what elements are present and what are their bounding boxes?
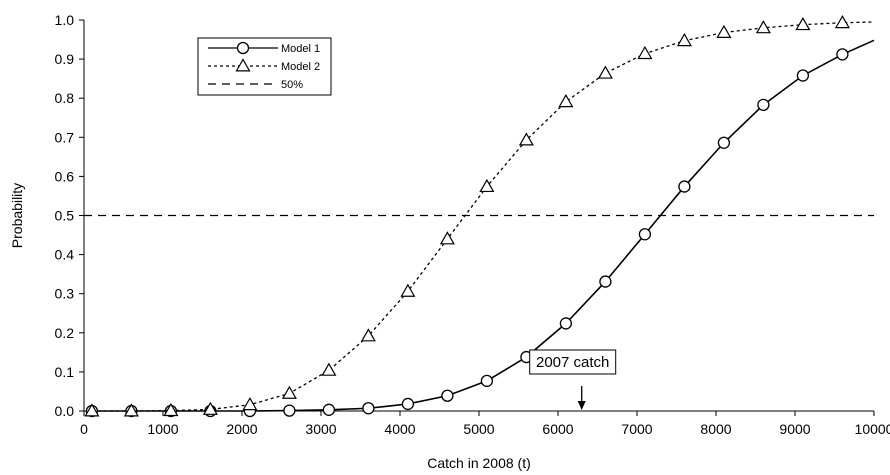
series-2-point xyxy=(597,65,613,79)
series-1-point xyxy=(559,317,573,330)
legend-label-2: Model 2 xyxy=(281,61,320,73)
series-1-point xyxy=(401,397,415,411)
series-2-point xyxy=(321,362,337,376)
x-tick-label: 8000 xyxy=(700,421,731,437)
x-tick-label: 2000 xyxy=(226,421,257,437)
y-tick-label: 0.0 xyxy=(55,403,75,419)
y-axis-label: Probability xyxy=(9,183,25,248)
y-tick-label: 0.7 xyxy=(55,129,75,145)
x-tick-label: 1000 xyxy=(147,421,178,437)
y-tick-label: 0.6 xyxy=(55,168,75,184)
series-1-point xyxy=(757,98,770,111)
series-2-point xyxy=(755,20,771,34)
y-tick-label: 0.1 xyxy=(55,364,75,380)
series-1-point xyxy=(362,402,375,415)
series-layer xyxy=(84,15,875,418)
axes: 0.0 0.1 0.2 0.3 0.4 0.5 0.6 0.7 0.8 0.9 1.0 0 1000 20… xyxy=(55,12,890,437)
series-1-point xyxy=(480,374,494,388)
series-2-point xyxy=(637,45,653,60)
x-axis-label: Catch in 2008 (t) xyxy=(427,455,531,471)
x-tick-label: 4000 xyxy=(384,421,415,437)
series-1-point xyxy=(717,136,731,149)
series-1-point xyxy=(638,228,652,241)
x-tick-label: 6000 xyxy=(542,421,573,437)
series-1-point xyxy=(796,69,810,82)
series-2-point xyxy=(834,15,850,29)
series-2-point xyxy=(518,132,534,146)
annotation-arrowhead xyxy=(577,401,586,410)
series-2-point xyxy=(716,24,732,38)
series-2-point xyxy=(676,33,692,47)
legend-marker-1 xyxy=(236,41,250,55)
series-1-point xyxy=(678,180,691,193)
series-1-point xyxy=(322,403,336,416)
legend-label-1: Model 1 xyxy=(281,43,320,55)
y-tick-label: 0.4 xyxy=(55,247,75,263)
series-2-point xyxy=(163,402,179,417)
series-2-point xyxy=(479,178,495,193)
series-2-point xyxy=(281,385,297,399)
series-2-point xyxy=(795,16,811,31)
series-2-point xyxy=(202,401,218,415)
y-tick-label: 1.0 xyxy=(55,12,75,28)
series-2-point xyxy=(123,403,139,417)
x-tick-label: 9000 xyxy=(779,421,810,437)
x-tick-label: 3000 xyxy=(305,421,336,437)
y-tick-label: 0.8 xyxy=(55,90,75,106)
series-1-point xyxy=(441,389,454,402)
legend: Model 1 Model 2 50% xyxy=(197,37,332,96)
legend-label-3: 50% xyxy=(281,79,303,91)
y-tick-label: 0.5 xyxy=(55,208,75,224)
x-tick-label: 7000 xyxy=(621,421,652,437)
annotation-2007-catch: 2007 catch xyxy=(536,354,609,371)
series-1-point xyxy=(283,404,296,417)
series-line-1 xyxy=(91,39,875,412)
annotation-box xyxy=(529,349,617,375)
series-2-point xyxy=(242,397,258,411)
series-1-point xyxy=(836,48,849,61)
legend-marker-2 xyxy=(235,58,251,72)
x-tick-label: 0 xyxy=(80,421,88,437)
series-2-point xyxy=(400,283,416,297)
y-tick-label: 0.9 xyxy=(55,51,75,67)
x-tick-label: 5000 xyxy=(463,421,494,437)
series-1-point xyxy=(599,275,612,288)
y-tick-label: 0.2 xyxy=(55,325,75,341)
annotation-layer: 2007 catch xyxy=(529,349,617,410)
x-tick-label: 10000 xyxy=(855,421,890,437)
series-2-point xyxy=(360,328,376,342)
series-2-point xyxy=(439,231,455,245)
series-2-point xyxy=(558,94,574,108)
y-tick-label: 0.3 xyxy=(55,286,75,302)
series-2-point xyxy=(84,403,100,417)
